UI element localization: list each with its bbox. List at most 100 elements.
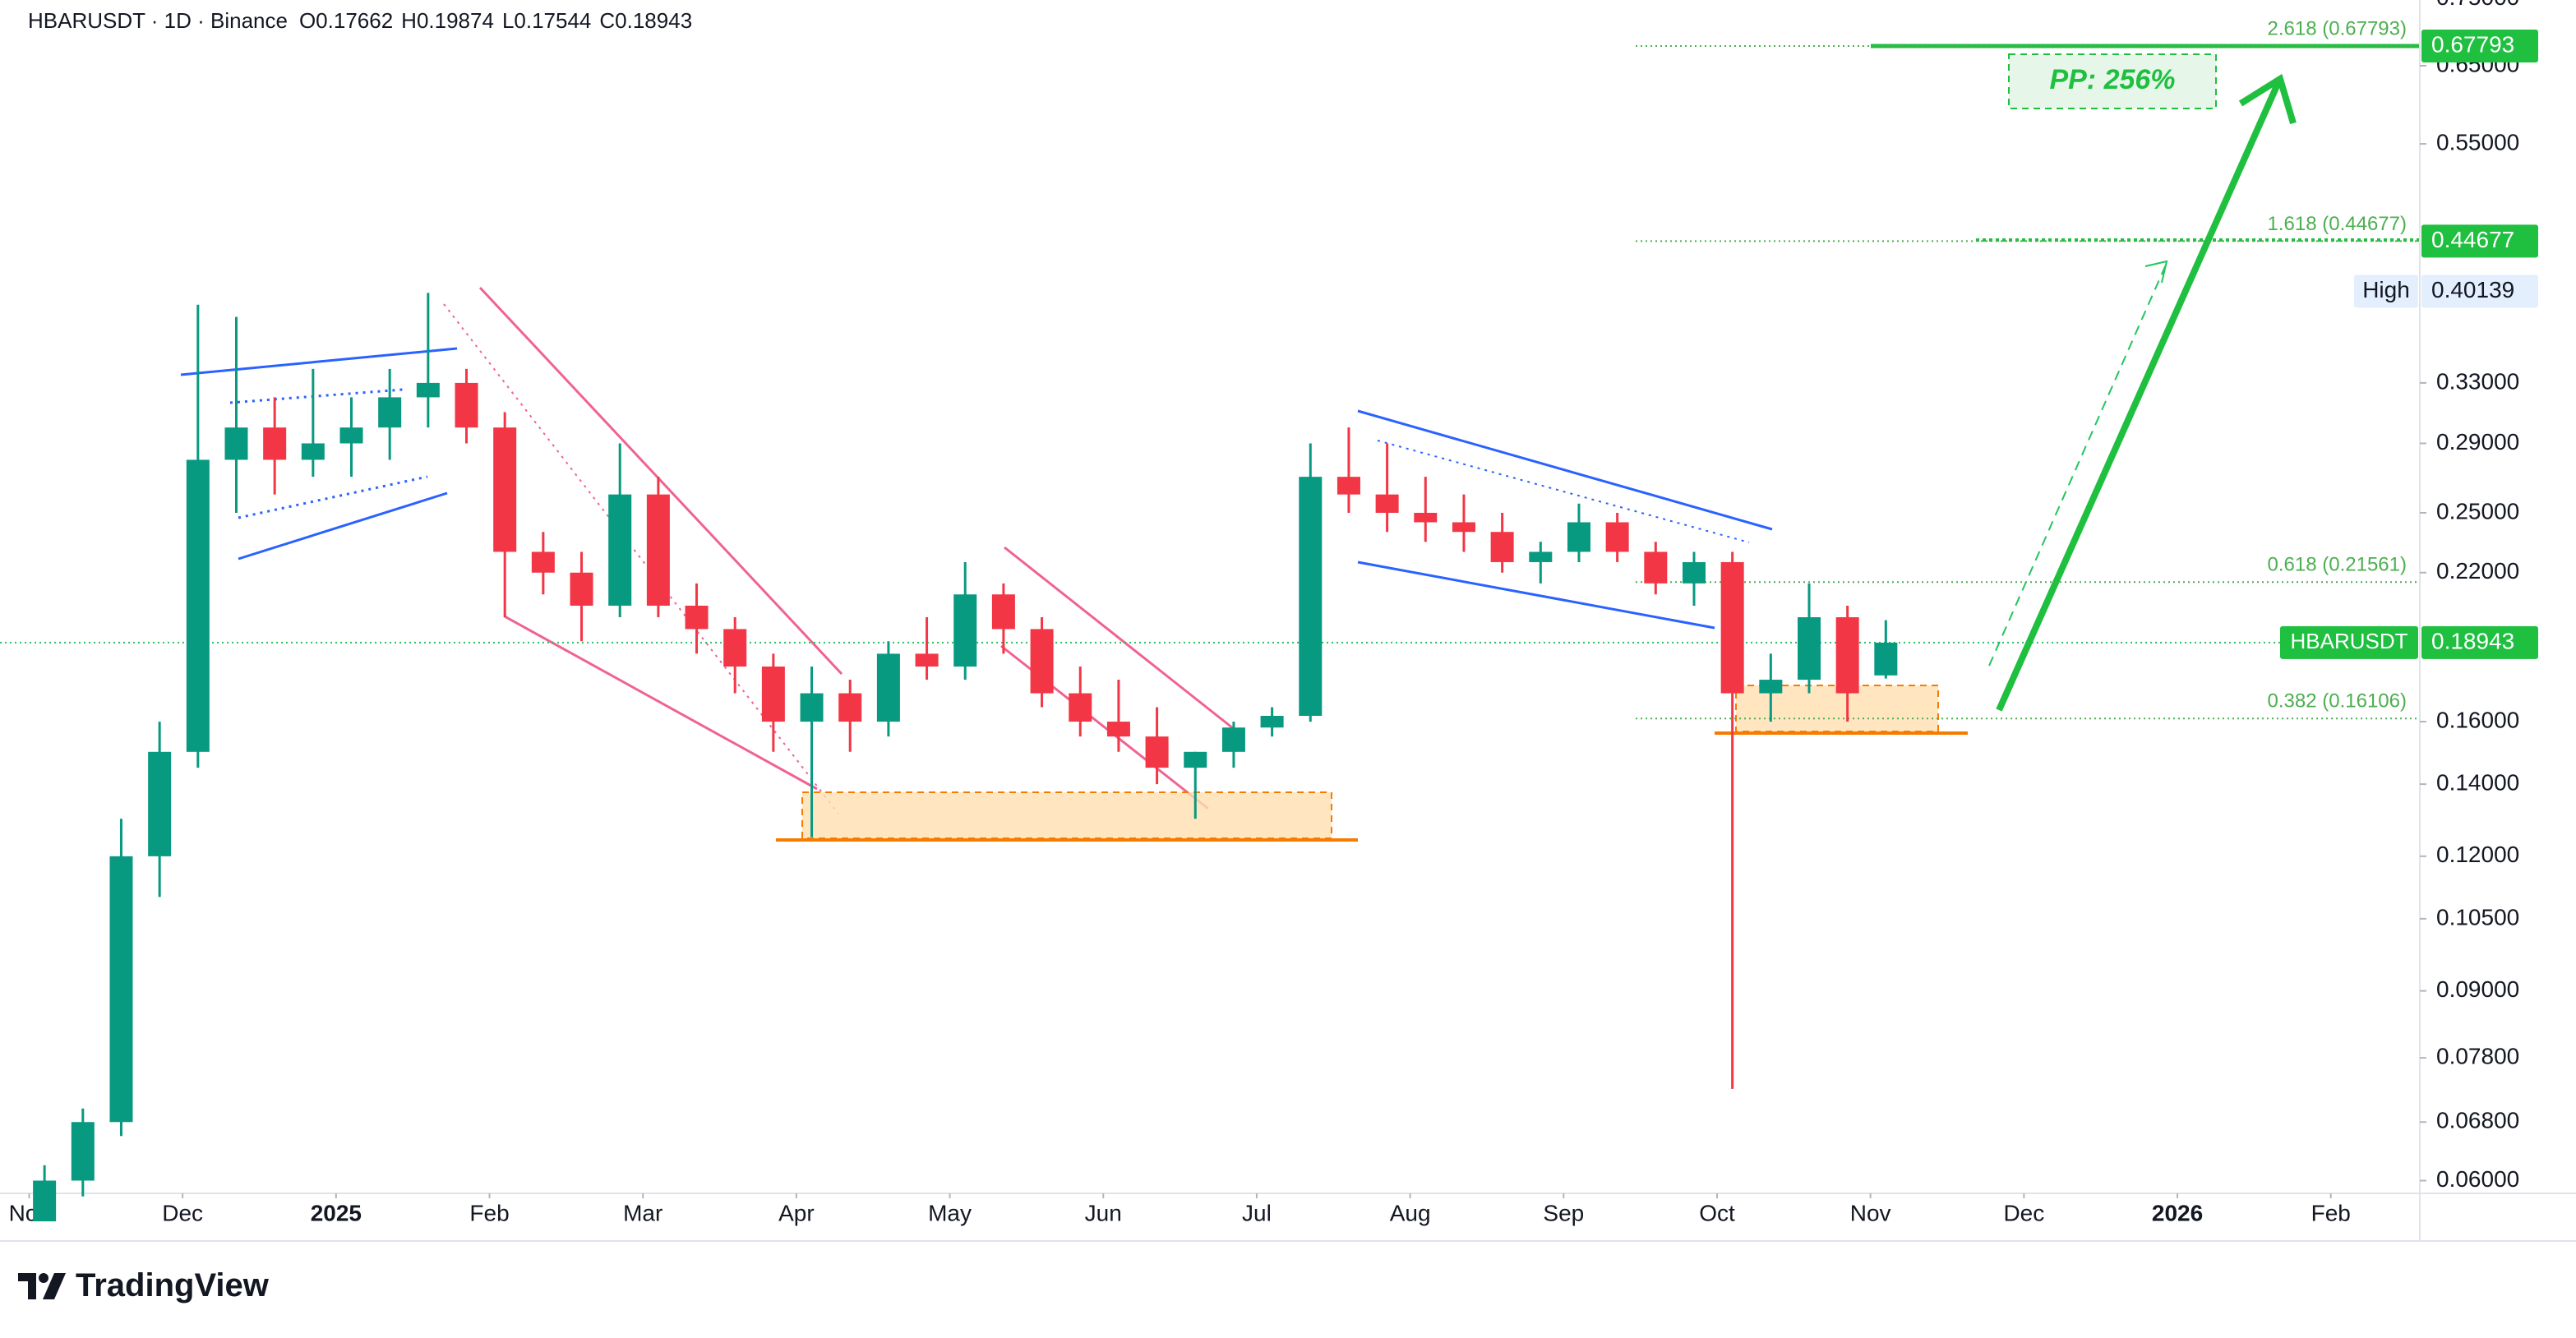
trend-line bbox=[1357, 409, 1773, 531]
candle-body bbox=[1529, 551, 1553, 562]
ohlc-value: C0.18943 bbox=[599, 8, 693, 33]
candle-body bbox=[1375, 494, 1399, 513]
arrow-head bbox=[2144, 260, 2168, 284]
high-tag-box bbox=[2421, 275, 2538, 308]
candle-body bbox=[1644, 551, 1668, 584]
candle-body bbox=[876, 653, 900, 722]
candle-body bbox=[1490, 532, 1514, 562]
candle-body bbox=[1260, 715, 1284, 728]
support-zone bbox=[801, 791, 1332, 839]
y-tick-label: 0.06000 bbox=[2436, 1166, 2519, 1192]
candle-body bbox=[1759, 680, 1783, 694]
candle-body bbox=[1336, 477, 1360, 495]
candle-body bbox=[531, 551, 555, 573]
brand-logo: TradingView bbox=[18, 1267, 269, 1304]
candle-body bbox=[1567, 522, 1590, 552]
x-tick-label: Feb bbox=[469, 1200, 509, 1225]
x-tick-label: Jul bbox=[1242, 1200, 1272, 1225]
trend-line bbox=[1377, 440, 1750, 543]
x-tick-label: May bbox=[928, 1200, 972, 1225]
y-tick-label: 0.22000 bbox=[2436, 558, 2519, 584]
x-tick-label: Dec bbox=[162, 1200, 203, 1225]
candle-body bbox=[493, 427, 517, 552]
symbol-tag-box bbox=[2280, 625, 2418, 659]
candle-body bbox=[416, 382, 440, 398]
fib-label: 2.618 (0.67793) bbox=[2268, 17, 2407, 39]
candle-body bbox=[1221, 727, 1245, 752]
candle-body bbox=[1106, 722, 1130, 737]
candle-body bbox=[991, 594, 1015, 630]
candle-body bbox=[109, 856, 133, 1123]
candle-body bbox=[608, 494, 632, 606]
plot-area: 0.750000.650000.550000.330000.290000.250… bbox=[0, 0, 2519, 1225]
candle-body bbox=[1835, 617, 1859, 694]
candle-body bbox=[1682, 561, 1706, 584]
candle-body bbox=[378, 397, 402, 428]
trend-line bbox=[238, 491, 448, 561]
candle-body bbox=[761, 667, 785, 722]
symbol-header: HBARUSDT · 1D · Binance O0.17662 H0.1987… bbox=[28, 8, 692, 34]
ohlc-value: O0.17662 bbox=[298, 8, 394, 33]
y-tick-label: 0.75000 bbox=[2436, 0, 2519, 10]
candle-body bbox=[1030, 629, 1054, 694]
pp-annotation: PP: 256% bbox=[2049, 64, 2175, 95]
fib-tag-value: 0.67793 bbox=[2431, 31, 2514, 57]
x-tick-label: Sep bbox=[1543, 1200, 1584, 1225]
candle-body bbox=[71, 1122, 95, 1181]
projection-line bbox=[1988, 262, 2167, 667]
candle-body bbox=[339, 427, 363, 444]
y-tick-label: 0.06800 bbox=[2436, 1108, 2519, 1133]
x-tick-label: Dec bbox=[2003, 1200, 2044, 1225]
candle-body bbox=[1145, 736, 1169, 768]
x-tick-label: Oct bbox=[1699, 1200, 1735, 1225]
fib-label: 0.382 (0.16106) bbox=[2268, 690, 2407, 713]
y-tick-label: 0.07800 bbox=[2436, 1044, 2519, 1069]
drawings bbox=[180, 44, 2420, 842]
candle-body bbox=[1184, 751, 1207, 768]
x-tick-label: Apr bbox=[778, 1200, 815, 1225]
candle-body bbox=[1414, 512, 1438, 523]
high-label-box bbox=[2354, 275, 2418, 308]
x-tick-label: Jun bbox=[1085, 1200, 1122, 1225]
candle-body bbox=[224, 427, 248, 460]
y-tick-label: 0.33000 bbox=[2436, 368, 2519, 394]
fib-tag-box bbox=[2421, 224, 2538, 258]
candle-body bbox=[301, 443, 325, 460]
x-tick-label: Mar bbox=[623, 1200, 662, 1225]
x-tick-label: 2025 bbox=[311, 1200, 362, 1225]
trend-line bbox=[1004, 546, 1234, 730]
last-price-tag-box bbox=[2421, 625, 2538, 659]
y-tick-label: 0.14000 bbox=[2436, 769, 2519, 795]
trend-line bbox=[229, 388, 404, 404]
target-arrow bbox=[1996, 81, 2282, 712]
logo-icon bbox=[18, 1272, 66, 1299]
trend-line bbox=[504, 615, 818, 791]
price-tags: 0.67793 0.44677 0.40139 High 0.18943 HBARUSDT bbox=[2280, 30, 2538, 659]
candle-body bbox=[1452, 522, 1475, 533]
fib-label: 0.618 (0.21561) bbox=[2268, 554, 2407, 576]
candle-body bbox=[148, 751, 172, 856]
ohlc-value: H0.19874 bbox=[401, 8, 494, 33]
x-tick-label: Aug bbox=[1390, 1200, 1431, 1225]
candle-body bbox=[1797, 617, 1821, 681]
candle-body bbox=[1720, 561, 1744, 694]
candle-body bbox=[263, 427, 287, 460]
candle-body bbox=[838, 693, 862, 722]
y-tick-label: 0.12000 bbox=[2436, 842, 2519, 867]
fib-tag-value: 0.44677 bbox=[2431, 227, 2514, 252]
symbol: HBARUSDT · 1D · Binance bbox=[28, 8, 288, 33]
high-tag-value: 0.40139 bbox=[2431, 277, 2514, 302]
pp-box bbox=[2008, 53, 2217, 109]
y-tick-label: 0.16000 bbox=[2436, 707, 2519, 732]
arrow-head bbox=[2238, 73, 2297, 125]
x-tick-label: Feb bbox=[2311, 1200, 2351, 1225]
candle-body bbox=[570, 572, 593, 606]
fib-label: 1.618 (0.44677) bbox=[2268, 213, 2407, 235]
candle-body bbox=[685, 605, 709, 630]
y-tick-label: 0.25000 bbox=[2436, 498, 2519, 524]
candle-body bbox=[1605, 522, 1629, 552]
fib-tag-box bbox=[2421, 30, 2538, 63]
candle-body bbox=[723, 629, 747, 667]
